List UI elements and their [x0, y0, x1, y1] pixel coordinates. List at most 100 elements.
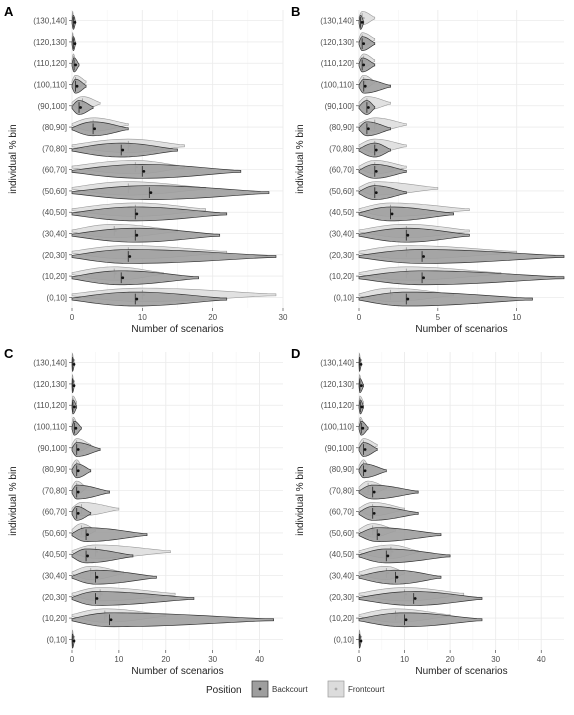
- y-tick-label: (30,40]: [42, 572, 67, 581]
- y-tick-label: (70,80]: [329, 486, 354, 495]
- y-tick-label: (110,120]: [321, 59, 354, 68]
- mean-point-backcourt: [366, 106, 370, 109]
- mean-point-backcourt: [95, 597, 99, 600]
- y-tick-label: (110,120]: [34, 59, 67, 68]
- mean-point-backcourt: [362, 63, 366, 67]
- mean-point-backcourt: [422, 255, 425, 258]
- mean-point-backcourt: [386, 554, 390, 558]
- y-tick-label: (80,90]: [42, 465, 67, 474]
- y-tick-label: (90,100]: [38, 102, 67, 111]
- y-tick-label: (60,70]: [42, 508, 67, 517]
- y-tick-label: (120,130]: [320, 380, 354, 389]
- violin-backcourt: [358, 249, 565, 264]
- mean-point-backcourt: [72, 362, 76, 366]
- violin-backcourt: [358, 78, 391, 94]
- panel-b: (0,10] (10,20] (20,30] (30,40] (40,50] (50,60…: [291, 4, 565, 335]
- mean-point-backcourt: [359, 362, 363, 366]
- mean-point-backcourt: [121, 148, 125, 152]
- y-tick-label: (120,130]: [33, 380, 67, 389]
- mean-point-backcourt: [76, 469, 80, 473]
- y-tick-label: (50,60]: [42, 529, 67, 538]
- y-tick-label: (10,20]: [42, 272, 67, 281]
- mean-point-backcourt: [76, 448, 80, 451]
- y-tick-label: (20,30]: [42, 593, 67, 602]
- y-tick-label: (130,140]: [320, 17, 354, 26]
- x-axis-title: Number of scenarios: [131, 666, 223, 677]
- y-tick-label: (100,110]: [321, 81, 354, 90]
- mean-point-backcourt: [413, 597, 417, 600]
- y-tick-label: (30,40]: [329, 230, 354, 239]
- mean-point-backcourt: [404, 618, 408, 622]
- mean-point-backcourt: [360, 405, 364, 409]
- y-axis-title: individual % bin: [8, 124, 19, 194]
- x-tick-label: 20: [161, 655, 170, 664]
- violin-backcourt: [71, 270, 199, 286]
- mean-point-backcourt: [109, 618, 113, 622]
- y-axis-title: individual % bin: [295, 466, 306, 536]
- y-tick-label: (50,60]: [329, 529, 354, 538]
- violin-backcourt: [71, 484, 110, 500]
- mean-point-backcourt: [363, 84, 367, 88]
- x-tick-label: 10: [512, 313, 521, 322]
- violin-backcourt: [71, 612, 274, 628]
- y-tick-label: (130,140]: [320, 359, 354, 368]
- mean-point-backcourt: [142, 169, 146, 173]
- violin-backcourt: [358, 206, 454, 222]
- violin-backcourt: [358, 484, 419, 500]
- y-tick-label: (110,120]: [321, 401, 354, 410]
- violin-backcourt: [71, 569, 157, 585]
- y-tick-label: (60,70]: [42, 166, 67, 175]
- panel-background: [359, 352, 564, 650]
- panel-d: (0,10] (10,20] (20,30] (30,40] (40,50] (50,60…: [291, 346, 564, 677]
- x-axis-title: Number of scenarios: [415, 666, 507, 677]
- x-tick-label: 20: [208, 313, 217, 322]
- y-tick-label: (120,130]: [320, 38, 354, 47]
- mean-point-backcourt: [73, 42, 77, 46]
- mean-point-backcourt: [406, 233, 410, 237]
- legend-label-backcourt: Backcourt: [272, 685, 308, 694]
- y-tick-label: (40,50]: [329, 208, 354, 217]
- mean-point-backcourt: [75, 84, 79, 88]
- violin-backcourt: [358, 591, 483, 606]
- y-tick-label: (10,20]: [329, 614, 354, 623]
- mean-point-backcourt: [72, 639, 76, 643]
- x-tick-label: 40: [255, 655, 264, 664]
- mean-point-backcourt: [74, 63, 78, 67]
- y-tick-label: (60,70]: [329, 508, 354, 517]
- mean-point-backcourt: [76, 490, 80, 494]
- mean-point-backcourt: [395, 575, 399, 579]
- mean-point-backcourt: [360, 384, 363, 388]
- y-axis-title: individual % bin: [295, 124, 306, 194]
- mean-point-backcourt: [72, 384, 76, 388]
- legend-title: Position: [206, 685, 242, 696]
- y-tick-label: (70,80]: [42, 486, 67, 495]
- mean-point-backcourt: [360, 20, 364, 24]
- y-tick-label: (80,90]: [329, 465, 354, 474]
- mean-point-frontcourt: [362, 16, 365, 20]
- mean-point-backcourt: [76, 511, 80, 515]
- y-tick-label: (80,90]: [42, 123, 67, 132]
- violin-backcourt: [358, 57, 376, 73]
- y-tick-label: (100,110]: [321, 423, 354, 432]
- panel-tag: A: [4, 4, 14, 19]
- mean-point-backcourt: [374, 169, 378, 173]
- y-axis-title: individual % bin: [8, 466, 19, 536]
- violin-backcourt: [358, 506, 419, 521]
- mean-point-backcourt: [374, 148, 378, 152]
- y-tick-label: (110,120]: [34, 401, 67, 410]
- y-tick-label: (50,60]: [329, 187, 354, 196]
- mean-point-backcourt: [374, 191, 378, 195]
- y-tick-label: (0,10]: [334, 293, 354, 302]
- violin-backcourt: [71, 142, 178, 158]
- y-tick-label: (130,140]: [33, 359, 67, 368]
- violin-backcourt: [358, 164, 407, 179]
- y-tick-label: (10,20]: [42, 614, 67, 623]
- x-tick-label: 30: [208, 655, 217, 664]
- violin-backcourt: [71, 591, 195, 606]
- violin-backcourt: [358, 227, 470, 243]
- violin-backcourt: [358, 185, 407, 200]
- violin-backcourt: [71, 442, 101, 457]
- violin-backcourt: [358, 463, 387, 479]
- y-tick-label: (10,20]: [329, 272, 354, 281]
- mean-point-backcourt: [362, 42, 366, 46]
